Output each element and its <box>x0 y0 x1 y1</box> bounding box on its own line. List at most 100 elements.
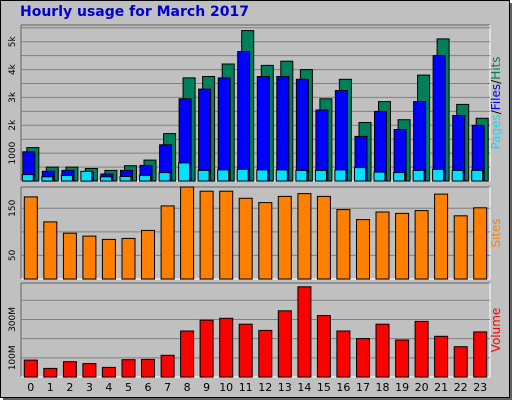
bar-pages-13 <box>275 169 288 182</box>
bar-volume-9 <box>199 319 214 378</box>
x-tick-label: 9 <box>203 381 210 394</box>
bar-pages-16 <box>334 169 347 182</box>
bar-pages-19 <box>393 172 406 182</box>
x-tick-label: 8 <box>184 381 191 394</box>
bar-files-14 <box>295 78 309 182</box>
bar-files-18 <box>374 110 387 182</box>
bar-pages-17 <box>354 167 366 182</box>
bar-pages-0 <box>21 174 34 182</box>
x-tick-label: 19 <box>395 381 409 394</box>
bar-volume-6 <box>141 358 155 378</box>
bar-volume-18 <box>375 323 390 378</box>
y-tick-label: 100M <box>8 345 18 370</box>
bar-volume-22 <box>453 346 468 378</box>
bar-pages-21 <box>432 168 445 182</box>
x-tick-label: 1 <box>47 381 54 394</box>
y-tick-label: 2k <box>8 119 18 131</box>
bar-pages-10 <box>217 169 230 182</box>
bar-volume-8 <box>180 330 195 378</box>
bar-volume-20 <box>414 320 429 378</box>
bar-volume-23 <box>473 331 488 378</box>
side-label: Pages/Files/Hits <box>489 56 503 149</box>
y-tick-label: 5k <box>8 35 18 47</box>
bar-pages-9 <box>197 169 210 182</box>
bar-sites-0 <box>23 196 38 280</box>
bar-volume-16 <box>336 330 351 378</box>
plot-background <box>21 187 490 279</box>
bar-volume-15 <box>316 315 331 378</box>
x-tick-label: 16 <box>336 381 350 394</box>
x-tick-label: 12 <box>258 381 272 394</box>
bar-sites-2 <box>62 232 77 280</box>
x-tick-label: 15 <box>317 381 331 394</box>
x-tick-label: 23 <box>473 381 487 394</box>
bar-pages-20 <box>412 169 425 182</box>
bar-pages-4 <box>99 176 112 182</box>
x-tick-label: 3 <box>86 381 93 394</box>
chart-title: Hourly usage for March 2017 <box>20 4 250 20</box>
bar-pages-6 <box>139 174 151 182</box>
bar-sites-23 <box>473 207 488 280</box>
bar-sites-20 <box>414 210 429 280</box>
bar-files-12 <box>256 76 270 182</box>
bar-volume-5 <box>121 359 136 378</box>
bar-volume-13 <box>277 310 292 378</box>
x-tick-label: 11 <box>239 381 253 394</box>
side-label-part: Volume <box>489 308 503 353</box>
bar-volume-1 <box>43 367 58 378</box>
bar-sites-1 <box>43 221 58 280</box>
bar-pages-15 <box>314 169 327 182</box>
x-tick-label: 4 <box>105 381 112 394</box>
x-tick-label: 21 <box>434 381 448 394</box>
bar-pages-23 <box>471 169 484 182</box>
x-tick-label: 13 <box>278 381 292 394</box>
side-label-part: Hits <box>489 56 503 79</box>
bar-pages-7 <box>158 172 171 182</box>
bar-sites-17 <box>356 219 370 280</box>
x-tick-label: 5 <box>125 381 132 394</box>
bar-pages-3 <box>80 170 93 182</box>
bar-sites-3 <box>82 235 97 280</box>
bar-files-10 <box>217 77 231 182</box>
bar-pages-5 <box>119 176 132 182</box>
y-tick-label: 300M <box>8 307 18 332</box>
bar-sites-5 <box>121 237 136 280</box>
bar-sites-9 <box>199 190 214 280</box>
bar-sites-16 <box>336 209 351 280</box>
side-label-part: / <box>489 79 503 84</box>
bar-sites-11 <box>238 197 253 280</box>
side-label-part: Sites <box>489 218 503 247</box>
bar-pages-12 <box>256 169 269 182</box>
bar-pages-22 <box>451 169 464 182</box>
x-tick-label: 18 <box>376 381 390 394</box>
bar-sites-21 <box>434 193 449 280</box>
bar-volume-21 <box>434 335 449 378</box>
bar-pages-1 <box>41 176 54 182</box>
side-label: Sites <box>489 218 503 247</box>
bar-files-9 <box>198 88 212 182</box>
x-tick-label: 20 <box>415 381 429 394</box>
y-tick-label: 50 <box>8 249 18 261</box>
bar-volume-2 <box>62 361 77 378</box>
bar-sites-14 <box>297 193 312 280</box>
x-tick-label: 10 <box>219 381 233 394</box>
y-tick-label: 150 <box>8 199 18 216</box>
plot-background <box>21 25 490 181</box>
bar-sites-22 <box>453 215 468 280</box>
bar-volume-14 <box>297 286 312 378</box>
bar-volume-11 <box>238 323 253 378</box>
side-label: Volume <box>489 308 503 353</box>
bar-volume-0 <box>23 359 38 378</box>
x-tick-label: 22 <box>454 381 468 394</box>
bar-pages-2 <box>60 174 73 182</box>
bar-volume-12 <box>258 329 273 378</box>
bar-sites-13 <box>277 195 292 280</box>
y-tick-label: 4k <box>8 63 18 75</box>
panel-1: 50 150 Sites <box>8 186 503 280</box>
bar-volume-19 <box>395 339 410 378</box>
bar-sites-15 <box>316 195 331 280</box>
bar-pages-18 <box>373 171 386 182</box>
bar-volume-17 <box>356 338 370 378</box>
